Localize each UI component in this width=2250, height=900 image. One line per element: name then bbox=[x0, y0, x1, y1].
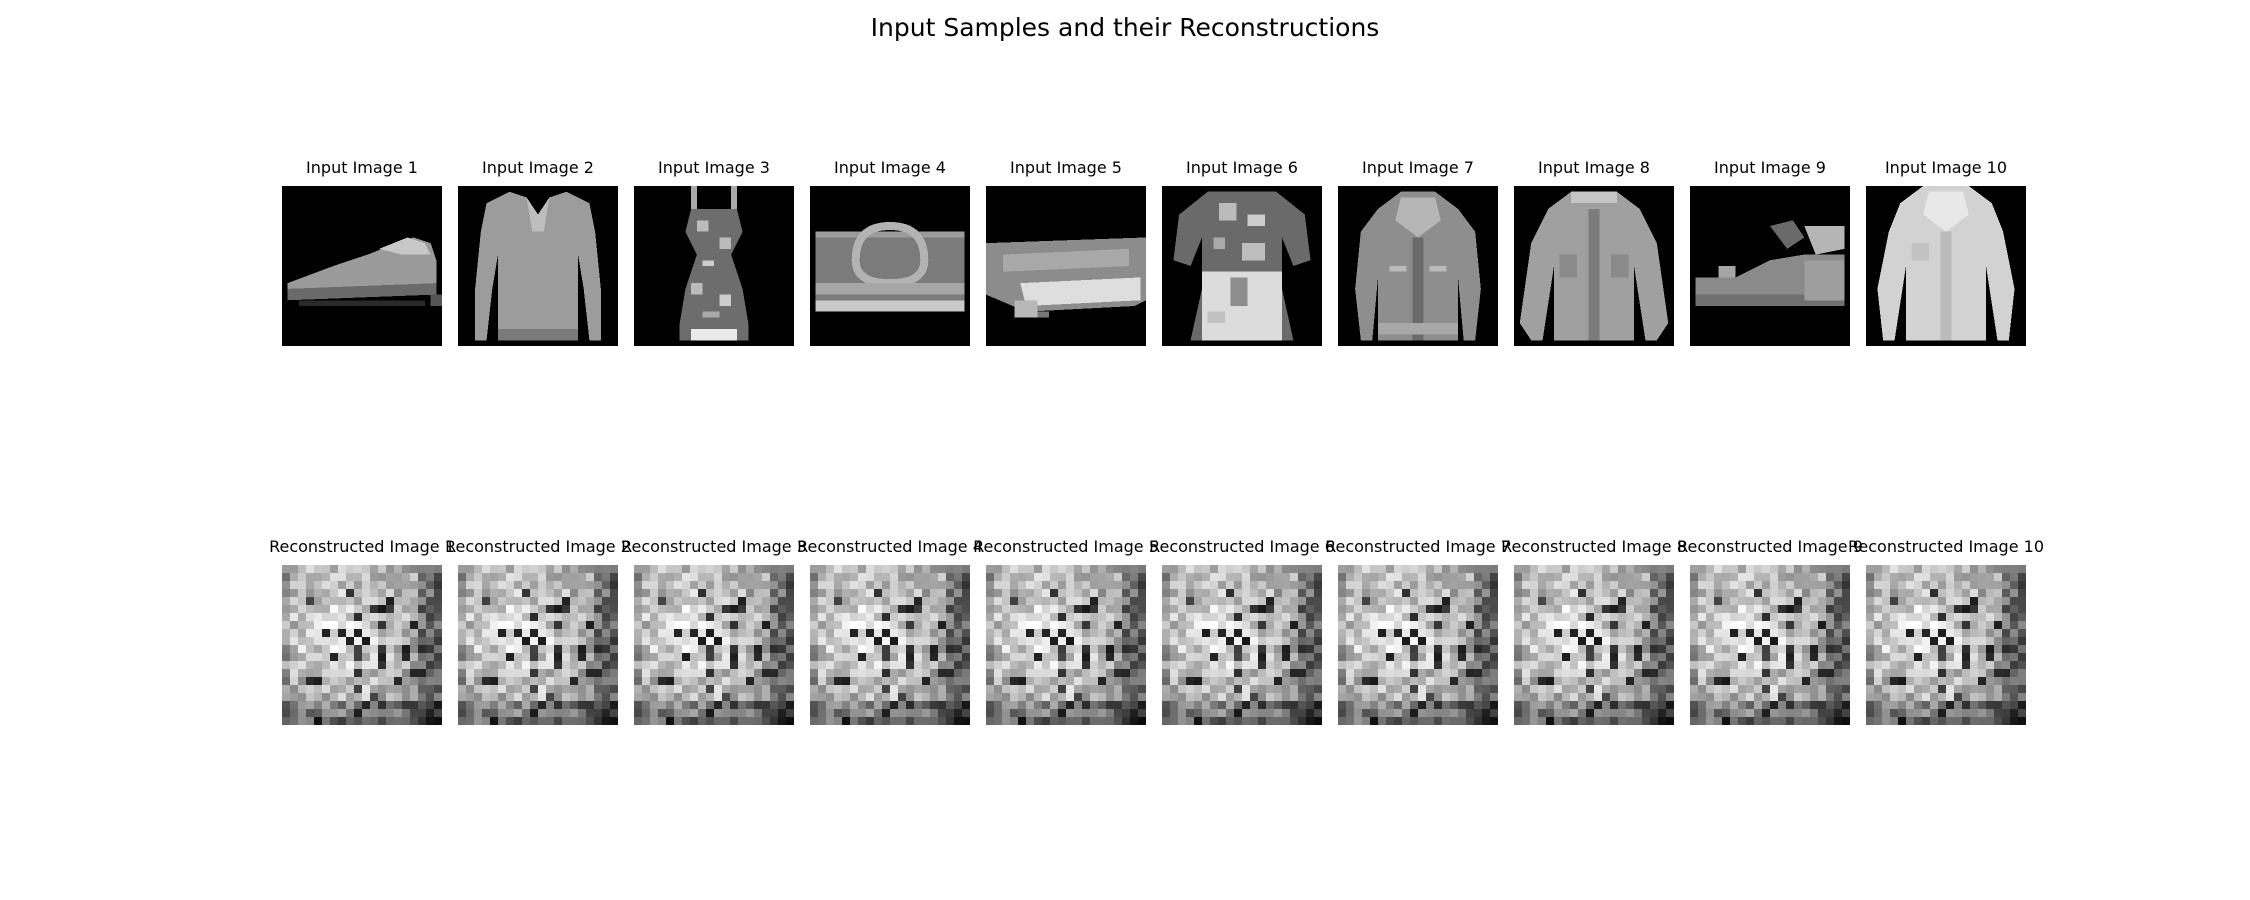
input-image-7 bbox=[1338, 186, 1498, 346]
reconstructed-image-5 bbox=[986, 565, 1146, 725]
recon-title-4: Reconstructed Image 4 bbox=[797, 537, 983, 556]
input-title-2: Input Image 2 bbox=[482, 158, 594, 177]
reconstructed-image-10 bbox=[1866, 565, 2026, 725]
input-image-3 bbox=[634, 186, 794, 346]
recon-title-3: Reconstructed Image 3 bbox=[621, 537, 807, 556]
input-title-9: Input Image 9 bbox=[1714, 158, 1826, 177]
recon-title-10: Reconstructed Image 10 bbox=[1847, 537, 2044, 556]
reconstructed-image-2 bbox=[458, 565, 618, 725]
reconstructed-image-3 bbox=[634, 565, 794, 725]
input-title-10: Input Image 10 bbox=[1884, 158, 2008, 177]
recon-title-2: Reconstructed Image 2 bbox=[445, 537, 631, 556]
input-title-8: Input Image 8 bbox=[1538, 158, 1650, 177]
input-image-2 bbox=[458, 186, 618, 346]
reconstructed-image-6 bbox=[1162, 565, 1322, 725]
input-image-1 bbox=[282, 186, 442, 346]
recon-title-1: Reconstructed Image 1 bbox=[269, 537, 455, 556]
input-image-6 bbox=[1162, 186, 1322, 346]
reconstructed-image-4 bbox=[810, 565, 970, 725]
input-title-7: Input Image 7 bbox=[1362, 158, 1474, 177]
input-image-10 bbox=[1866, 186, 2026, 346]
input-title-6: Input Image 6 bbox=[1186, 158, 1298, 177]
reconstructed-image-8 bbox=[1514, 565, 1674, 725]
recon-title-5: Reconstructed Image 5 bbox=[973, 537, 1159, 556]
recon-title-6: Reconstructed Image 6 bbox=[1149, 537, 1335, 556]
recon-title-8: Reconstructed Image 8 bbox=[1501, 537, 1687, 556]
recon-title-7: Reconstructed Image 7 bbox=[1325, 537, 1511, 556]
input-title-4: Input Image 4 bbox=[834, 158, 946, 177]
input-image-4 bbox=[810, 186, 970, 346]
figure-title: Input Samples and their Reconstructions bbox=[870, 13, 1380, 42]
input-title-3: Input Image 3 bbox=[658, 158, 770, 177]
input-image-9 bbox=[1690, 186, 1850, 346]
reconstructed-image-7 bbox=[1338, 565, 1498, 725]
recon-title-9: Reconstructed Image 9 bbox=[1677, 537, 1863, 556]
reconstructed-image-1 bbox=[282, 565, 442, 725]
input-title-5: Input Image 5 bbox=[1010, 158, 1122, 177]
input-title-1: Input Image 1 bbox=[306, 158, 418, 177]
input-image-5 bbox=[986, 186, 1146, 346]
reconstructed-image-9 bbox=[1690, 565, 1850, 725]
input-image-8 bbox=[1514, 186, 1674, 346]
